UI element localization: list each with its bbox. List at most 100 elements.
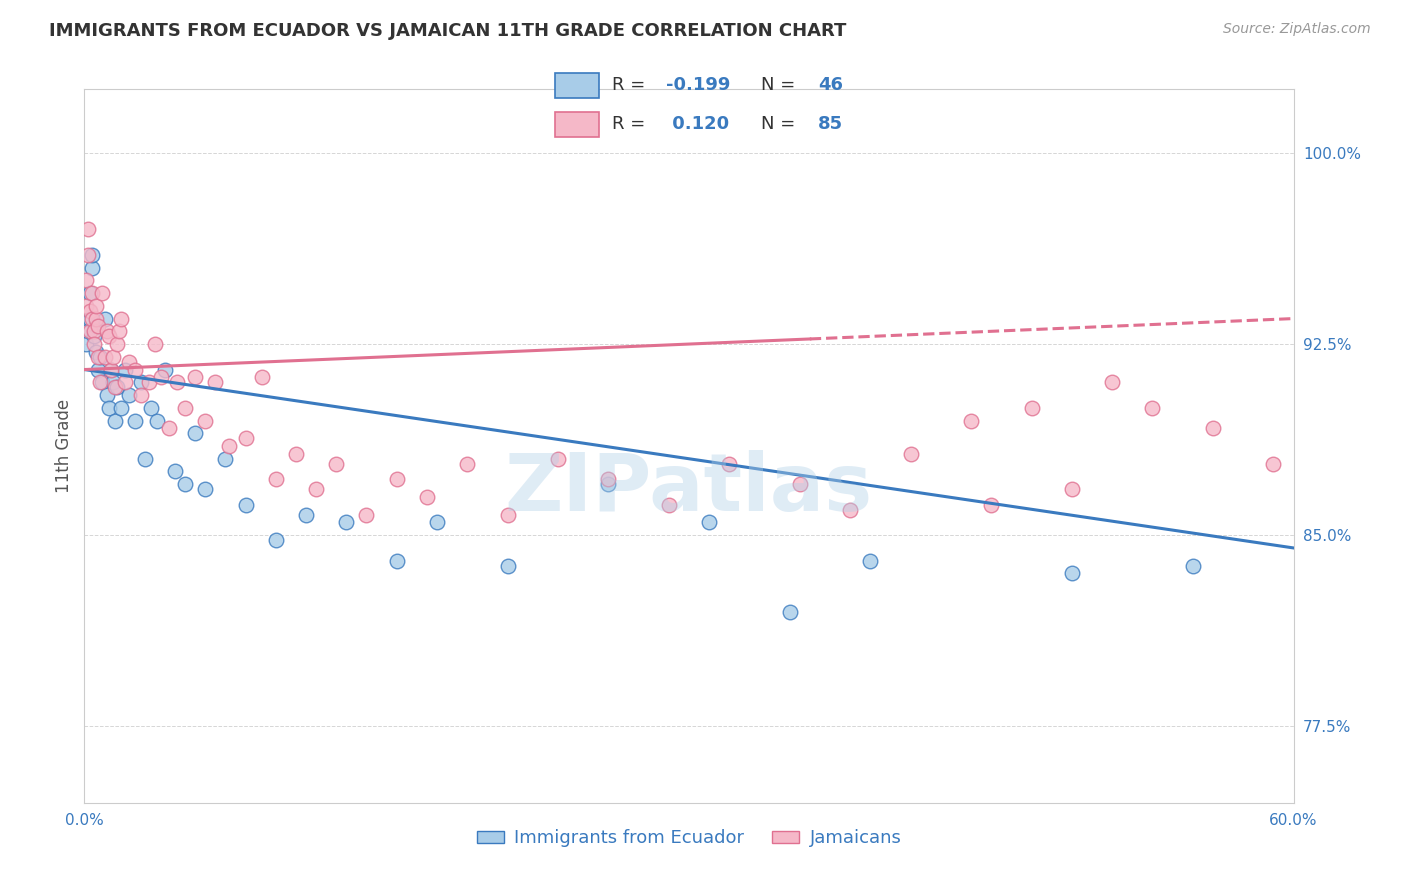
Point <box>104 413 127 427</box>
Point <box>139 401 162 415</box>
Point <box>204 376 226 390</box>
Point <box>1021 401 1043 415</box>
Point <box>1101 376 1123 390</box>
Point <box>900 447 922 461</box>
Point <box>859 554 882 568</box>
Point <box>174 477 197 491</box>
Point <box>83 324 105 338</box>
Point <box>295 508 318 522</box>
Point <box>598 472 620 486</box>
Point <box>980 498 1002 512</box>
Point <box>75 337 97 351</box>
Point <box>335 516 357 530</box>
Point <box>547 451 569 466</box>
Text: N =: N = <box>761 77 800 95</box>
Point <box>110 311 132 326</box>
Point <box>1181 558 1204 573</box>
Point <box>1142 401 1164 415</box>
Point <box>325 457 347 471</box>
Point <box>166 376 188 390</box>
Point <box>82 311 104 326</box>
Point <box>118 355 141 369</box>
Point <box>86 319 108 334</box>
Point <box>134 451 156 466</box>
Point <box>79 324 101 338</box>
Point <box>83 329 105 343</box>
Point <box>79 304 101 318</box>
Point <box>97 329 120 343</box>
Point <box>86 311 108 326</box>
Point <box>426 516 449 530</box>
Point <box>416 490 439 504</box>
Point <box>789 477 811 491</box>
Point <box>82 286 104 301</box>
Point <box>1060 566 1083 581</box>
Legend: Immigrants from Ecuador, Jamaicans: Immigrants from Ecuador, Jamaicans <box>470 822 908 855</box>
Point <box>1060 483 1083 497</box>
Point <box>96 324 118 338</box>
Point <box>82 248 104 262</box>
Point <box>658 498 681 512</box>
Text: 0.120: 0.120 <box>666 115 730 133</box>
Point <box>82 260 104 275</box>
Point <box>101 350 124 364</box>
Point <box>456 457 478 471</box>
FancyBboxPatch shape <box>555 112 599 137</box>
Point <box>93 311 115 326</box>
Point <box>235 498 257 512</box>
Point <box>118 388 141 402</box>
Point <box>146 413 169 427</box>
Point <box>97 401 120 415</box>
Point <box>100 362 122 376</box>
Point <box>385 472 408 486</box>
Point <box>250 370 273 384</box>
Point <box>124 413 146 427</box>
Point <box>194 413 217 427</box>
Point <box>779 605 801 619</box>
Point <box>87 362 110 376</box>
Point <box>1263 457 1285 471</box>
Point <box>77 248 100 262</box>
Point <box>87 319 110 334</box>
Point <box>1302 490 1324 504</box>
Point <box>86 299 108 313</box>
Point <box>149 370 172 384</box>
Point <box>101 376 124 390</box>
Point <box>114 362 136 376</box>
Point <box>165 465 187 479</box>
Point <box>75 299 97 313</box>
Point <box>77 324 100 338</box>
Point <box>86 344 108 359</box>
Point <box>496 558 519 573</box>
Text: 46: 46 <box>818 77 844 95</box>
Point <box>75 273 97 287</box>
Point <box>93 350 115 364</box>
Point <box>218 439 240 453</box>
Text: R =: R = <box>612 115 651 133</box>
Text: -0.199: -0.199 <box>666 77 731 95</box>
Point <box>100 362 122 376</box>
Point <box>129 388 152 402</box>
Point <box>184 370 207 384</box>
Point <box>305 483 328 497</box>
Point <box>105 337 128 351</box>
Point <box>285 447 308 461</box>
Text: N =: N = <box>761 115 800 133</box>
Point <box>89 376 111 390</box>
Point <box>214 451 236 466</box>
Point <box>91 286 114 301</box>
Point <box>1403 431 1406 445</box>
Point <box>697 516 720 530</box>
Point <box>79 311 101 326</box>
Point <box>960 413 983 427</box>
Point <box>89 350 111 364</box>
Point <box>114 376 136 390</box>
Point <box>104 380 127 394</box>
Point <box>235 431 257 445</box>
Text: 85: 85 <box>818 115 844 133</box>
Point <box>264 533 287 548</box>
Point <box>83 337 105 351</box>
Point <box>356 508 378 522</box>
Point <box>1362 451 1385 466</box>
Point <box>174 401 197 415</box>
